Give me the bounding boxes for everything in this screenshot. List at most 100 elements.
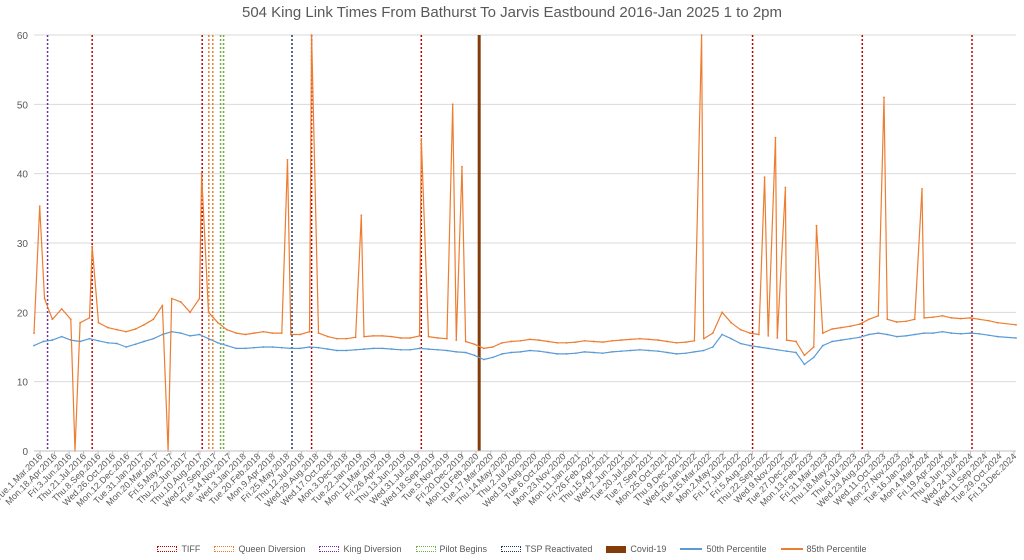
data-point <box>271 332 274 335</box>
data-point <box>179 332 182 335</box>
data-point <box>730 337 733 340</box>
data-point <box>317 346 320 349</box>
data-point <box>308 330 311 333</box>
legend-label: TSP Reactivated <box>525 544 593 554</box>
data-point <box>812 346 815 348</box>
y-tick-label: 0 <box>22 447 28 458</box>
data-point <box>883 96 885 99</box>
data-point <box>1015 337 1017 339</box>
data-point <box>390 335 393 338</box>
data-point <box>815 224 818 227</box>
data-point <box>106 326 109 329</box>
data-point <box>849 337 852 340</box>
data-point <box>207 311 210 314</box>
data-point <box>895 321 898 323</box>
legend-swatch-marker <box>157 546 178 552</box>
data-point <box>501 341 503 344</box>
data-point <box>317 332 320 335</box>
data-point <box>152 337 155 340</box>
data-point <box>575 352 577 355</box>
data-point <box>592 340 595 343</box>
data-point <box>685 352 687 355</box>
data-point <box>436 348 439 351</box>
data-point <box>721 311 724 314</box>
data-point <box>877 314 880 317</box>
data-point <box>216 321 219 324</box>
data-point <box>601 341 604 344</box>
data-point <box>730 321 733 324</box>
data-point <box>482 358 485 361</box>
data-point <box>451 103 454 106</box>
legend-swatch-marker <box>214 546 235 552</box>
data-point <box>43 297 46 300</box>
data-point <box>932 316 935 319</box>
data-point <box>326 335 329 338</box>
data-point <box>308 346 311 348</box>
data-point <box>840 339 843 341</box>
data-point <box>399 348 402 351</box>
data-point <box>289 333 292 336</box>
data-point <box>700 34 703 36</box>
data-point <box>161 304 164 307</box>
data-point <box>336 349 338 352</box>
data-point <box>226 344 228 347</box>
data-point <box>629 338 632 341</box>
data-point <box>583 339 586 342</box>
data-point <box>134 328 137 330</box>
data-point <box>647 349 650 352</box>
data-point <box>519 339 522 342</box>
data-point <box>921 188 923 190</box>
data-point <box>575 341 577 344</box>
chart-svg: 0102030405060Tue.1.Mar.2016Mon.18.Apr.20… <box>0 31 1018 509</box>
data-point <box>638 337 641 340</box>
data-point <box>941 330 944 333</box>
data-point <box>262 330 265 333</box>
y-tick-label: 40 <box>17 170 29 181</box>
legend-item: TSP Reactivated <box>501 541 592 557</box>
data-point <box>161 333 164 336</box>
event-marker-covid <box>477 35 481 451</box>
legend-item: TIFF <box>157 541 200 557</box>
data-point <box>611 339 614 342</box>
data-point <box>354 348 357 351</box>
data-point <box>473 354 476 357</box>
y-tick-label: 50 <box>17 100 29 111</box>
legend-item: Covid-19 <box>606 541 666 557</box>
data-point <box>547 340 550 343</box>
data-point <box>189 311 192 314</box>
data-point <box>583 350 586 353</box>
data-point <box>286 158 289 161</box>
data-point <box>905 320 907 323</box>
data-point <box>702 337 705 340</box>
data-point <box>427 335 430 338</box>
data-point <box>978 318 981 321</box>
data-point <box>895 335 898 338</box>
data-point <box>647 338 650 341</box>
data-point <box>60 307 63 310</box>
data-point <box>831 328 834 330</box>
data-point <box>620 350 623 353</box>
data-point <box>455 350 458 353</box>
data-point <box>125 346 128 348</box>
data-point <box>501 353 503 355</box>
data-point <box>785 350 788 353</box>
data-point <box>1015 323 1017 326</box>
legend-swatch-line <box>680 548 703 550</box>
data-point <box>858 336 861 339</box>
y-tick-label: 20 <box>17 308 29 319</box>
data-point <box>702 349 705 352</box>
data-point <box>950 316 953 319</box>
legend-item: Queen Diversion <box>214 541 305 557</box>
data-point <box>620 339 623 341</box>
data-point <box>611 350 614 353</box>
data-point <box>143 340 145 343</box>
legend-label: King Diversion <box>343 544 402 554</box>
data-point <box>381 347 384 350</box>
data-point <box>638 348 641 351</box>
data-point <box>556 341 559 344</box>
data-point <box>33 332 35 335</box>
legend-swatch-marker <box>501 546 522 552</box>
data-point <box>88 316 91 319</box>
data-point <box>748 332 751 335</box>
data-point <box>253 346 255 349</box>
